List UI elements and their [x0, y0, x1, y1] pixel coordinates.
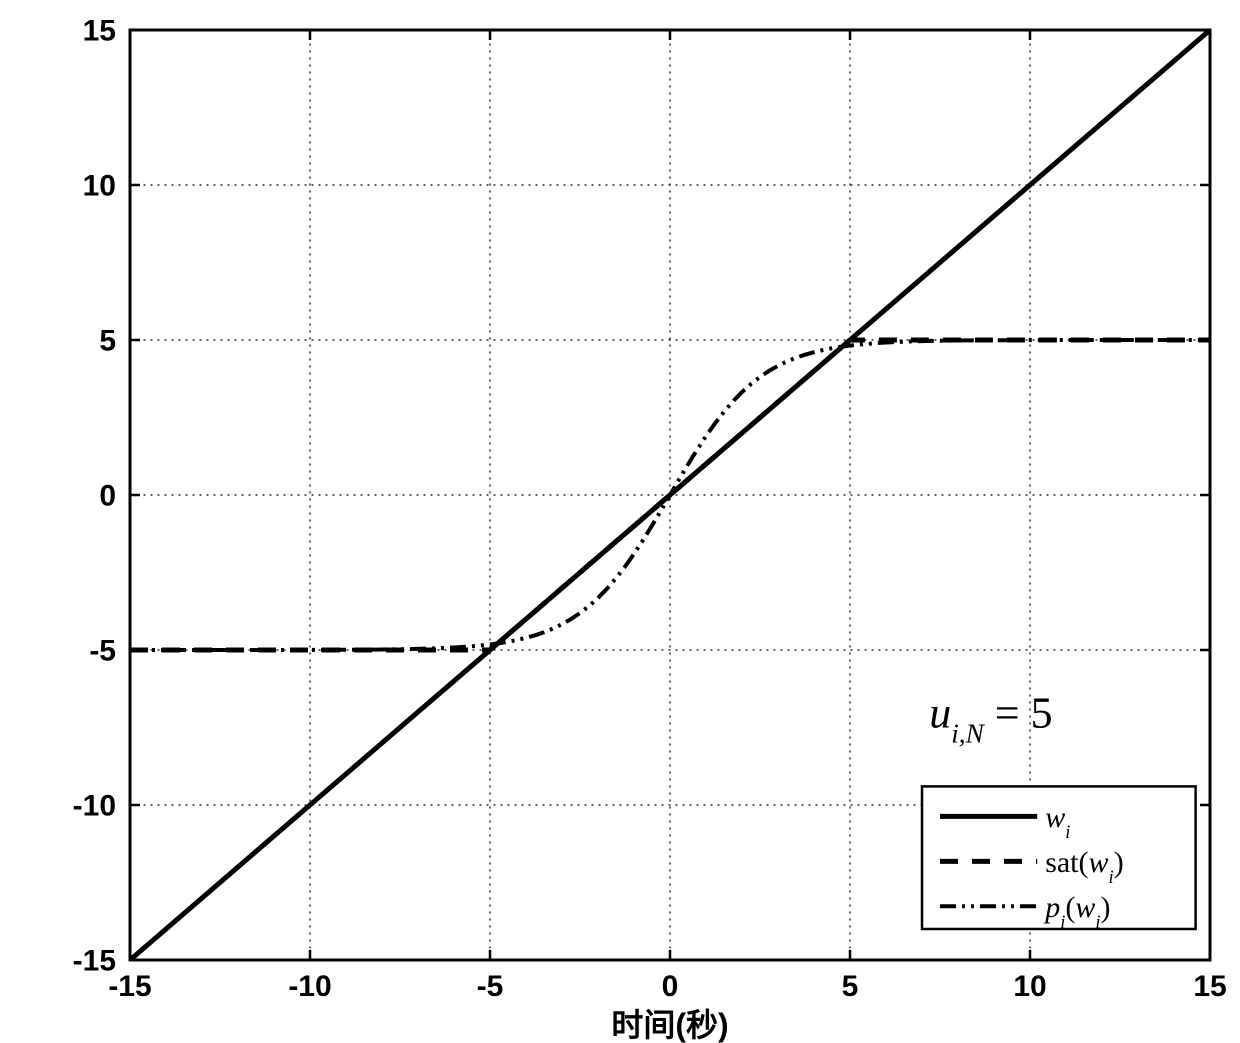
ytick-label: 5 [99, 325, 116, 358]
x-axis-label: 时间(秒) [611, 1007, 728, 1043]
xtick-label: 15 [1193, 970, 1226, 1003]
xtick-label: 10 [1013, 970, 1046, 1003]
ytick-label: 15 [83, 15, 116, 48]
xtick-label: -5 [477, 970, 504, 1003]
ytick-label: 0 [99, 480, 116, 513]
xtick-label: 5 [842, 970, 859, 1003]
ytick-label: -10 [73, 790, 116, 823]
chart-container: -15-10-5051015-15-10-5051015时间(秒)ui,N = … [0, 0, 1240, 1043]
legend: wisat(wi)pi(wi) [922, 786, 1196, 932]
xtick-label: 0 [662, 970, 679, 1003]
xtick-label: -10 [288, 970, 331, 1003]
ytick-label: -15 [73, 945, 116, 978]
line-chart: -15-10-5051015-15-10-5051015时间(秒)ui,N = … [0, 0, 1240, 1043]
ytick-label: 10 [83, 170, 116, 203]
ytick-label: -5 [89, 635, 116, 668]
